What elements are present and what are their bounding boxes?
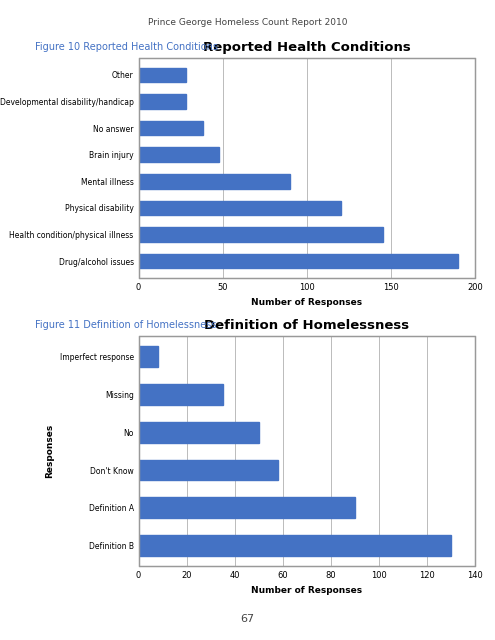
Bar [139,68,186,83]
Bar [139,497,355,518]
Text: Prince George Homeless Count Report 2010: Prince George Homeless Count Report 2010 [148,18,347,27]
Title: Definition of Homelessness: Definition of Homelessness [204,319,409,332]
Y-axis label: Responses: Responses [45,424,54,478]
Bar [139,121,202,136]
Bar [139,460,278,481]
X-axis label: Number of Responses: Number of Responses [251,586,362,595]
Bar [139,253,458,268]
Bar [139,384,223,405]
Bar [139,147,219,162]
Bar [139,227,383,242]
Text: 67: 67 [241,614,254,624]
Bar [139,535,451,556]
Bar [139,346,158,367]
Bar [139,174,290,189]
Title: Reported Health Conditions: Reported Health Conditions [203,41,411,54]
Text: Figure 10 Reported Health Conditions: Figure 10 Reported Health Conditions [35,42,218,52]
Text: Figure 11 Definition of Homelessness: Figure 11 Definition of Homelessness [35,320,216,330]
Bar [139,200,341,215]
Bar [139,94,186,109]
X-axis label: Number of Responses: Number of Responses [251,298,362,307]
Bar [139,422,259,443]
